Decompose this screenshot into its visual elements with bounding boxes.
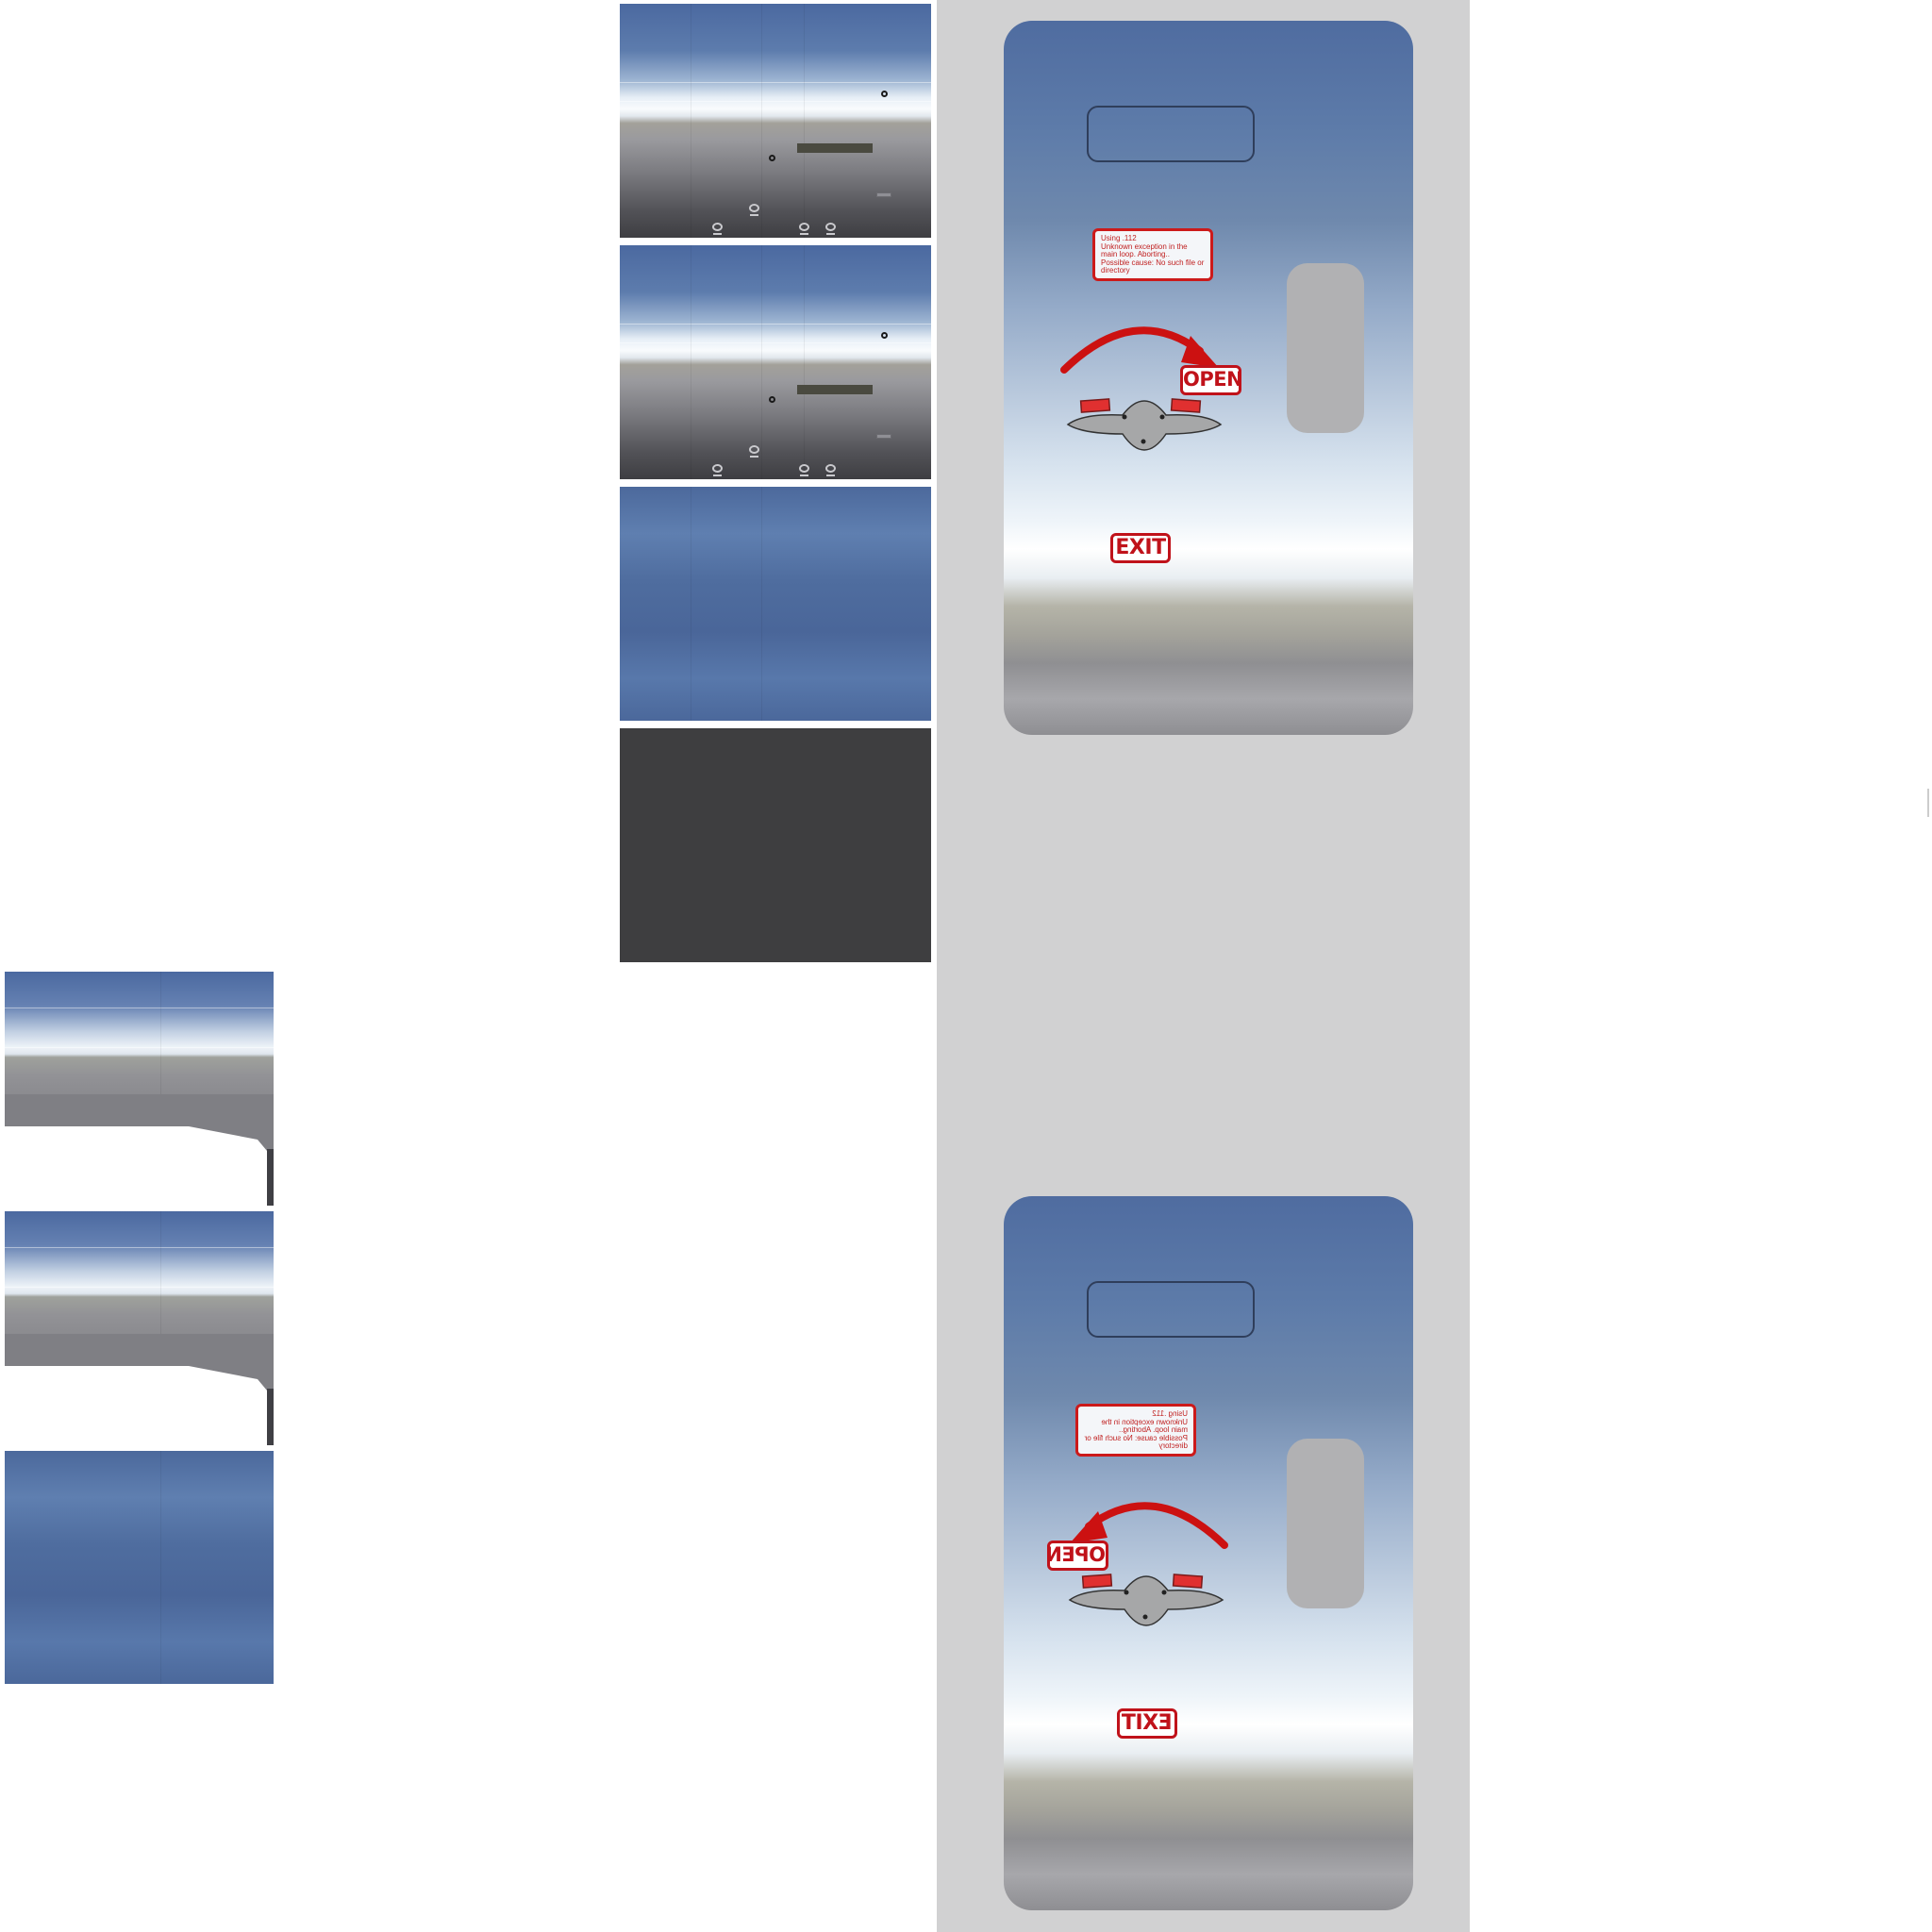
exit-label: EXIT <box>1110 533 1171 563</box>
door-handle <box>1068 1574 1224 1626</box>
edge-marker <box>1927 789 1929 817</box>
door-panel-bottom: Using .112 Unknown exception in the main… <box>1004 1196 1413 1910</box>
fuselage-texture-1 <box>620 4 931 238</box>
wing-texture-1 <box>5 972 274 1117</box>
door-handle <box>1066 398 1223 451</box>
door-window <box>1087 106 1255 162</box>
door-window <box>1087 1281 1255 1338</box>
warning-placard: Using .112 Unknown exception in the main… <box>1092 228 1213 281</box>
fin-texture-blue <box>5 1451 274 1684</box>
exit-label-mirrored: EXIT <box>1117 1708 1177 1739</box>
open-direction-arrow-mirrored <box>1070 1502 1228 1549</box>
warning-placard-mirrored: Using .112 Unknown exception in the main… <box>1075 1404 1196 1457</box>
wing-texture-2-edge <box>5 1334 274 1445</box>
wing-texture-2 <box>5 1211 274 1357</box>
fuselage-texture-2 <box>620 245 931 479</box>
door-handle-recess <box>1287 1439 1364 1608</box>
fuselage-texture-blue <box>620 487 931 721</box>
door-panel-top: Using .112 Unknown exception in the main… <box>1004 21 1413 735</box>
open-label: OPEN <box>1180 365 1243 395</box>
wing-texture-1-edge <box>5 1094 274 1206</box>
open-direction-arrow <box>1060 326 1219 374</box>
door-handle-recess <box>1287 263 1364 433</box>
fuselage-texture-dark <box>620 728 931 962</box>
